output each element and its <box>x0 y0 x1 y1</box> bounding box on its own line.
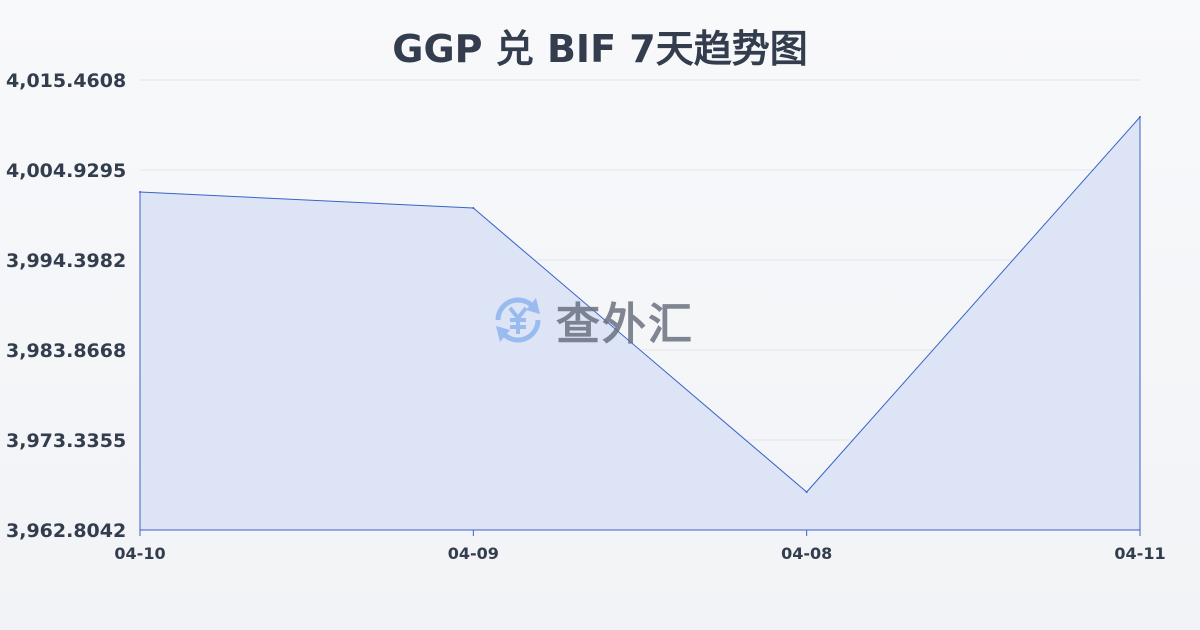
x-tick-label: 04-10 <box>114 544 165 563</box>
chart-title: GGP 兑 BIF 7天趋势图 <box>392 27 808 71</box>
y-tick-label: 3,994.3982 <box>6 250 126 272</box>
series-line <box>139 116 1141 493</box>
yen-exchange-icon <box>495 297 541 343</box>
data-point <box>1139 116 1141 119</box>
y-tick-label: 3,962.8042 <box>6 520 126 542</box>
y-tick-label: 4,004.9295 <box>6 160 126 182</box>
data-point <box>805 491 808 494</box>
data-point <box>139 191 141 194</box>
y-tick-label: 3,973.3355 <box>6 430 126 452</box>
data-point <box>472 207 475 210</box>
watermark-text: 查外汇 <box>556 299 694 350</box>
watermark: 查外汇 <box>488 288 694 352</box>
x-tick-label: 04-08 <box>781 544 832 563</box>
x-tick-label: 04-09 <box>448 544 499 563</box>
y-tick-label: 3,983.8668 <box>6 340 126 362</box>
area-fill <box>140 117 1140 530</box>
x-tick-label: 04-11 <box>1114 544 1165 563</box>
y-tick-label: 4,015.4608 <box>6 70 126 92</box>
